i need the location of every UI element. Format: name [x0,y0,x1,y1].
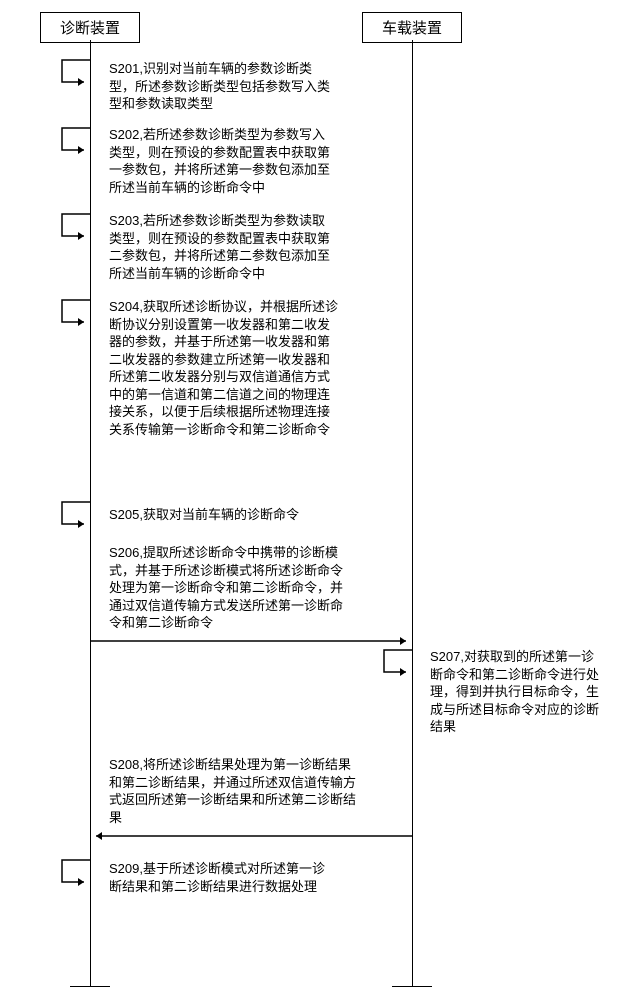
step-s203: S203,若所述参数诊断类型为参数读取类型，则在预设的参数配置表中获取第二参数包… [105,210,340,284]
lifeline-vehicle [412,40,413,986]
sequence-diagram: 诊断装置 车载装置 S201,识别对当前车辆的参数诊断类型，所述参数诊断类型包括… [10,10,609,990]
self-loop-s202 [62,128,90,150]
step-s206-text: S206,提取所述诊断命令中携带的诊断模式，并基于所述诊断模式将所述诊断命令处理… [109,545,343,630]
self-loop-s209 [62,860,90,882]
step-s208: S208,将所述诊断结果处理为第一诊断结果和第二诊断结果，并通过所述双信道传输方… [105,754,365,828]
lifeline-diag [90,40,91,986]
step-s206: S206,提取所述诊断命令中携带的诊断模式，并基于所述诊断模式将所述诊断命令处理… [105,542,355,634]
step-s205: S205,获取对当前车辆的诊断命令 [105,504,340,526]
step-s205-text: S205,获取对当前车辆的诊断命令 [109,507,299,522]
step-s209-text: S209,基于所述诊断模式对所述第一诊断结果和第二诊断结果进行数据处理 [109,861,325,894]
actor-vehicle-header: 车载装置 [362,12,462,43]
lifeline-vehicle-end [392,986,432,987]
actor-vehicle-label: 车载装置 [382,20,442,37]
self-loop-s207 [384,650,412,672]
step-s204-text: S204,获取所述诊断协议，并根据所述诊断协议分别设置第一收发器和第二收发器的参… [109,299,338,437]
step-s202-text: S202,若所述参数诊断类型为参数写入类型，则在预设的参数配置表中获取第一参数包… [109,127,330,195]
self-loop-s204 [62,300,90,322]
actor-diag-label: 诊断装置 [60,20,120,37]
step-s204: S204,获取所述诊断协议，并根据所述诊断协议分别设置第一收发器和第二收发器的参… [105,296,345,440]
step-s201-text: S201,识别对当前车辆的参数诊断类型，所述参数诊断类型包括参数写入类型和参数读… [109,61,330,111]
step-s203-text: S203,若所述参数诊断类型为参数读取类型，则在预设的参数配置表中获取第二参数包… [109,213,330,281]
step-s208-text: S208,将所述诊断结果处理为第一诊断结果和第二诊断结果，并通过所述双信道传输方… [109,757,356,825]
self-loop-s201 [62,60,90,82]
self-loop-s203 [62,214,90,236]
step-s202: S202,若所述参数诊断类型为参数写入类型，则在预设的参数配置表中获取第一参数包… [105,124,340,198]
lifeline-diag-end [70,986,110,987]
step-s207: S207,对获取到的所述第一诊断命令和第二诊断命令进行处理，得到并执行目标命令，… [426,646,609,738]
self-loop-s205 [62,502,90,524]
step-s207-text: S207,对获取到的所述第一诊断命令和第二诊断命令进行处理，得到并执行目标命令，… [430,649,599,734]
step-s201: S201,识别对当前车辆的参数诊断类型，所述参数诊断类型包括参数写入类型和参数读… [105,58,340,115]
actor-diag-header: 诊断装置 [40,12,140,43]
step-s209: S209,基于所述诊断模式对所述第一诊断结果和第二诊断结果进行数据处理 [105,858,340,897]
